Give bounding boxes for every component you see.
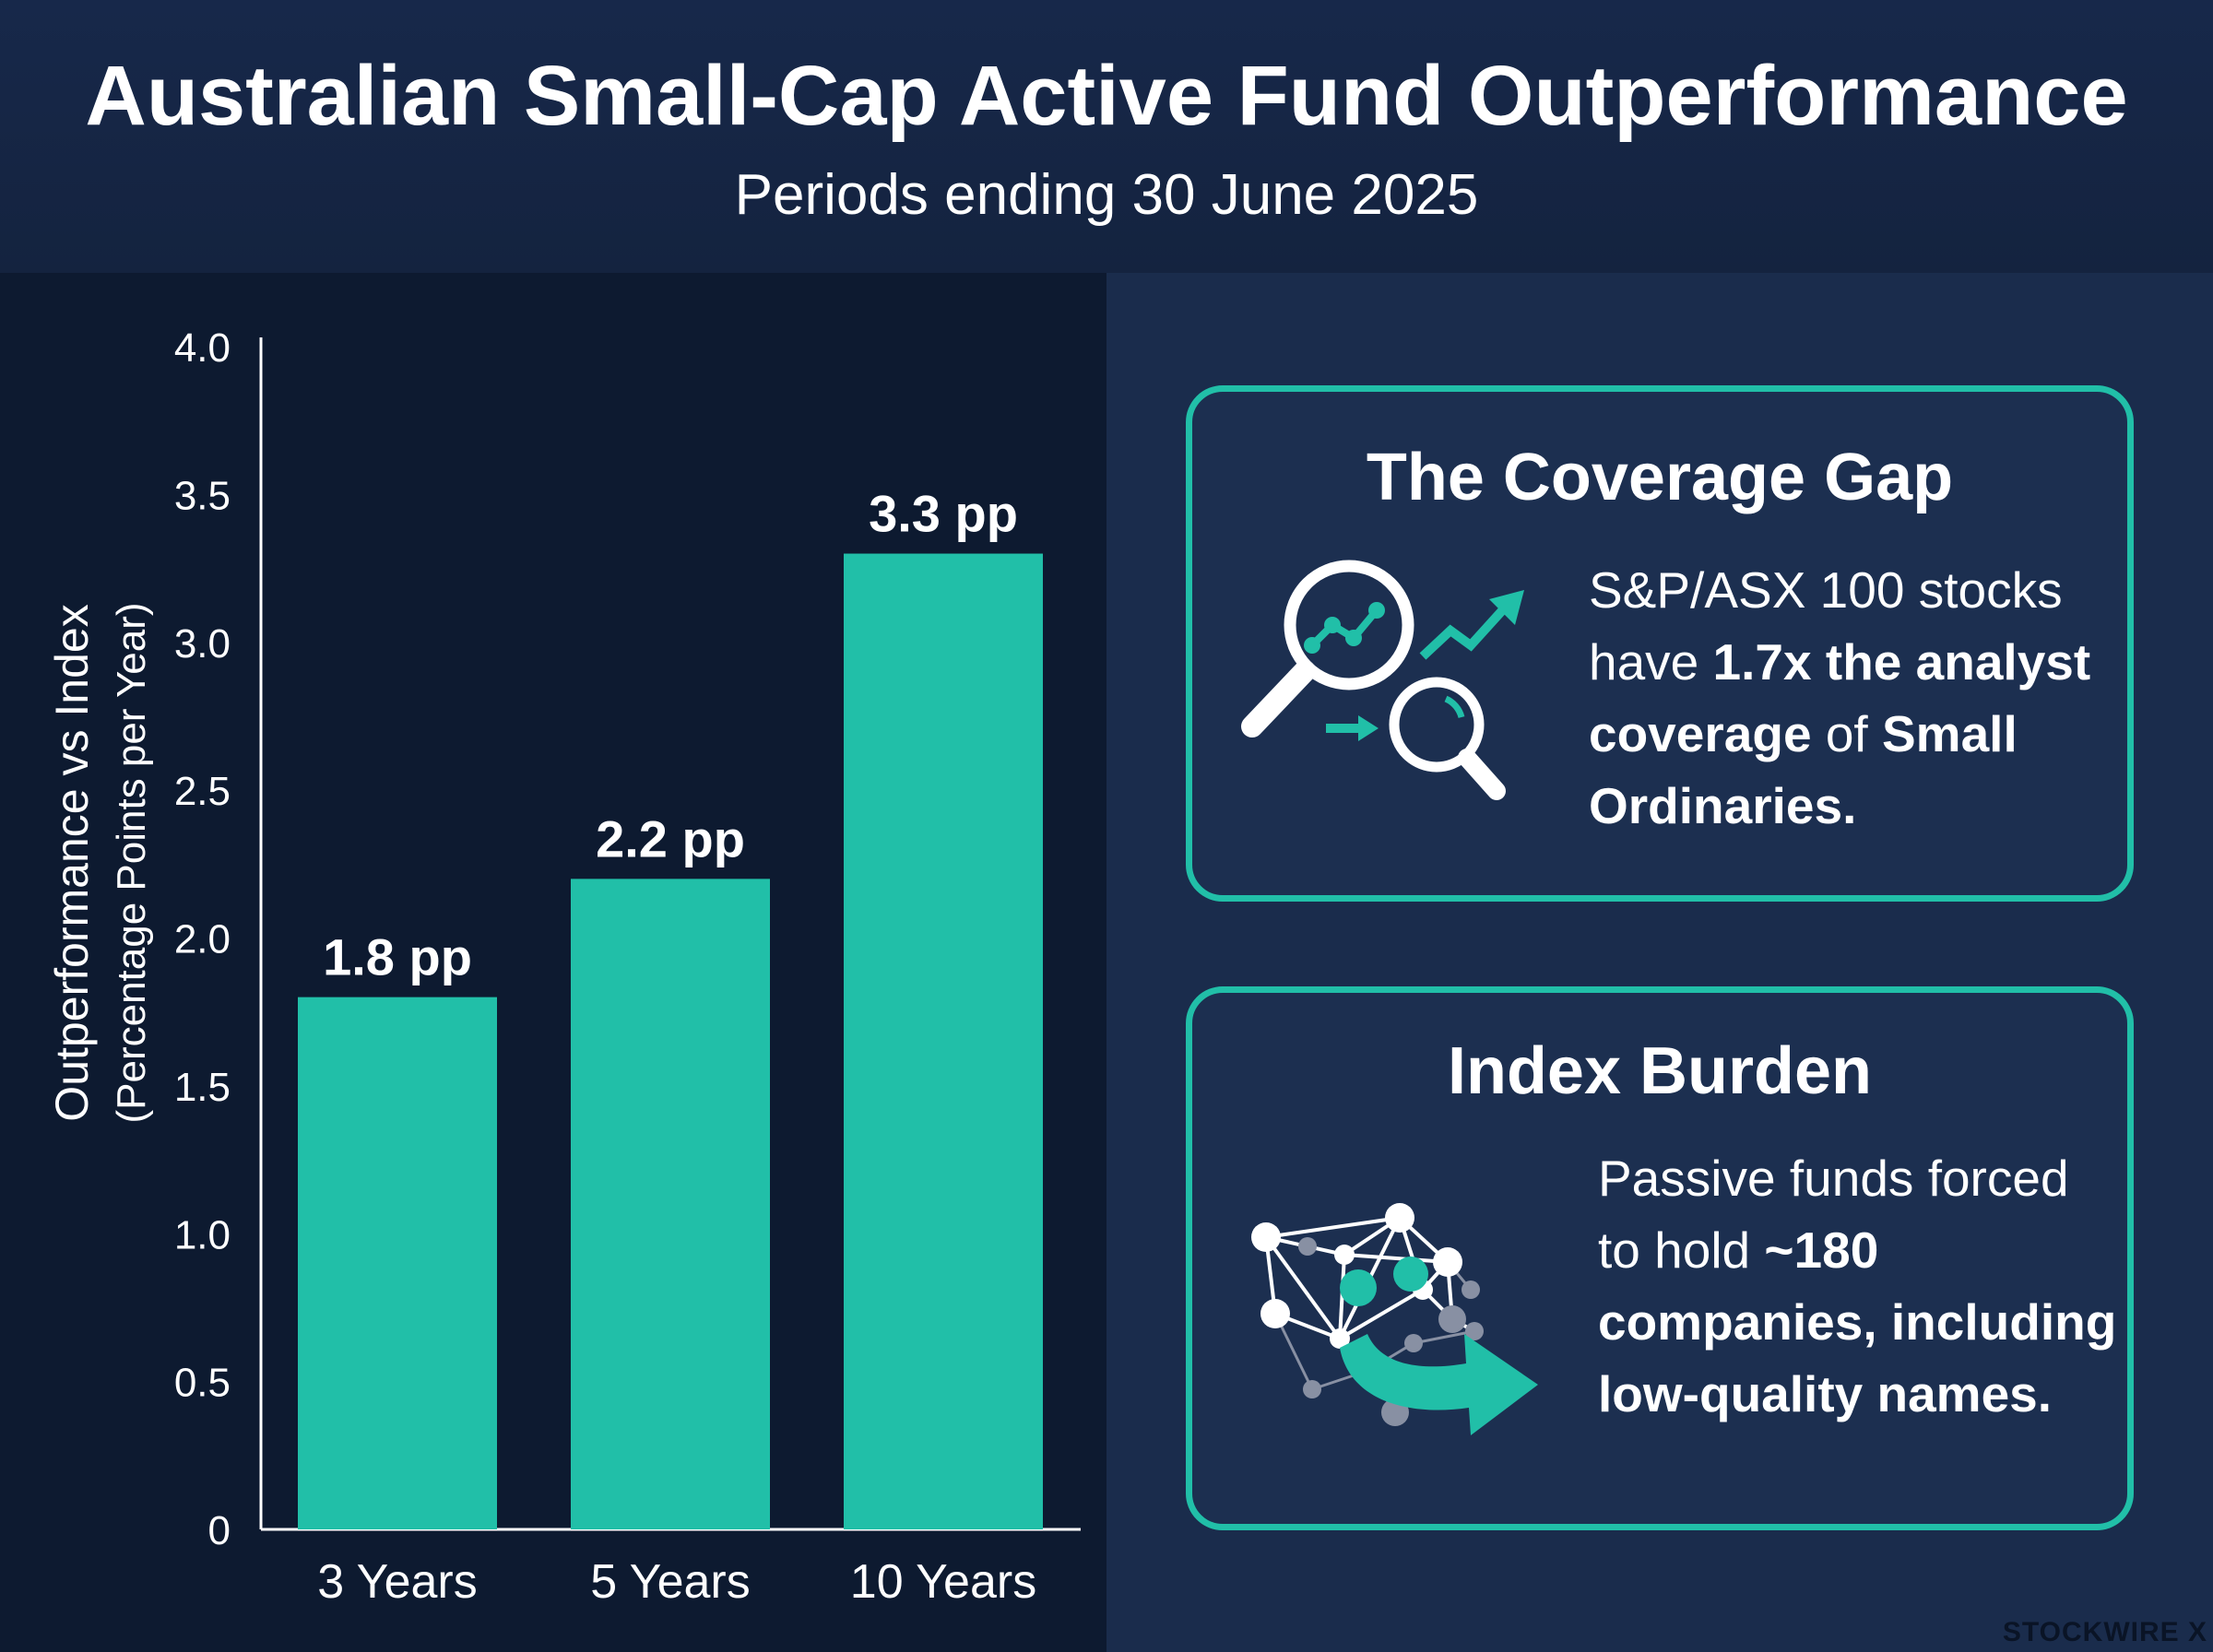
bar-chart: Outperformance vs Index (Percentage Poin… bbox=[46, 325, 1081, 1609]
y-tick-label: 2.0 bbox=[174, 917, 231, 962]
network-arrow-icon bbox=[1251, 1203, 1538, 1435]
burden-text-part: Passive funds forced to hold bbox=[1598, 1150, 2069, 1279]
y-axis-label: Outperformance vs Index bbox=[46, 604, 98, 1121]
y-tick-label: 4.0 bbox=[174, 325, 231, 371]
x-tick-label: 10 Years bbox=[850, 1555, 1036, 1609]
y-tick-label: 3.5 bbox=[174, 473, 231, 518]
coverage-text-bold: Small Ordinaries. bbox=[1589, 705, 2018, 834]
y-tick-label: 2.5 bbox=[174, 769, 231, 814]
header: Australian Small-Cap Active Fund Outperf… bbox=[0, 0, 2213, 273]
index-burden-text: Passive funds forced to hold ~180 compan… bbox=[1598, 1142, 2124, 1430]
bar-data-label: 3.3 pp bbox=[869, 485, 1018, 543]
chart-title: Australian Small-Cap Active Fund Outperf… bbox=[85, 49, 2128, 143]
coverage-text-part: S&P/ASX 100 stocks have bbox=[1589, 561, 2063, 690]
index-burden-card: Index Burden bbox=[1186, 986, 2134, 1530]
magnifier-chart-icon bbox=[1241, 560, 1524, 800]
x-tick-label: 5 Years bbox=[590, 1555, 751, 1609]
brand-watermark: STOCKWIRE X bbox=[2002, 1617, 2207, 1647]
burden-text-bold: ~180 companies, including low-quality na… bbox=[1598, 1221, 2117, 1422]
y-tick-label: 0.5 bbox=[174, 1361, 231, 1406]
y-tick-label: 3.0 bbox=[174, 621, 231, 667]
coverage-gap-card: The Coverage Gap S&P/ASX 100 stocks have… bbox=[1186, 385, 2134, 902]
coverage-text-bold: 1.7x the analyst coverage bbox=[1589, 633, 2091, 762]
bar-data-label: 2.2 pp bbox=[596, 809, 745, 867]
y-tick-label: 1.0 bbox=[174, 1212, 231, 1257]
chart-subtitle: Periods ending 30 June 2025 bbox=[734, 163, 1479, 227]
y-tick-label: 0 bbox=[208, 1508, 231, 1553]
y-tick-label: 1.5 bbox=[174, 1065, 231, 1110]
bar bbox=[571, 879, 770, 1529]
coverage-gap-title: The Coverage Gap bbox=[1366, 441, 1954, 514]
coverage-text-part: of bbox=[1811, 705, 1882, 762]
index-burden-title: Index Burden bbox=[1447, 1034, 1873, 1108]
bar bbox=[298, 997, 497, 1529]
y-axis-sublabel: (Percentage Points per Year) bbox=[109, 602, 154, 1123]
bar-data-label: 1.8 pp bbox=[323, 928, 472, 986]
x-tick-label: 3 Years bbox=[317, 1555, 478, 1609]
bar bbox=[844, 553, 1043, 1529]
coverage-gap-text: S&P/ASX 100 stocks have 1.7x the analyst… bbox=[1589, 554, 2124, 842]
